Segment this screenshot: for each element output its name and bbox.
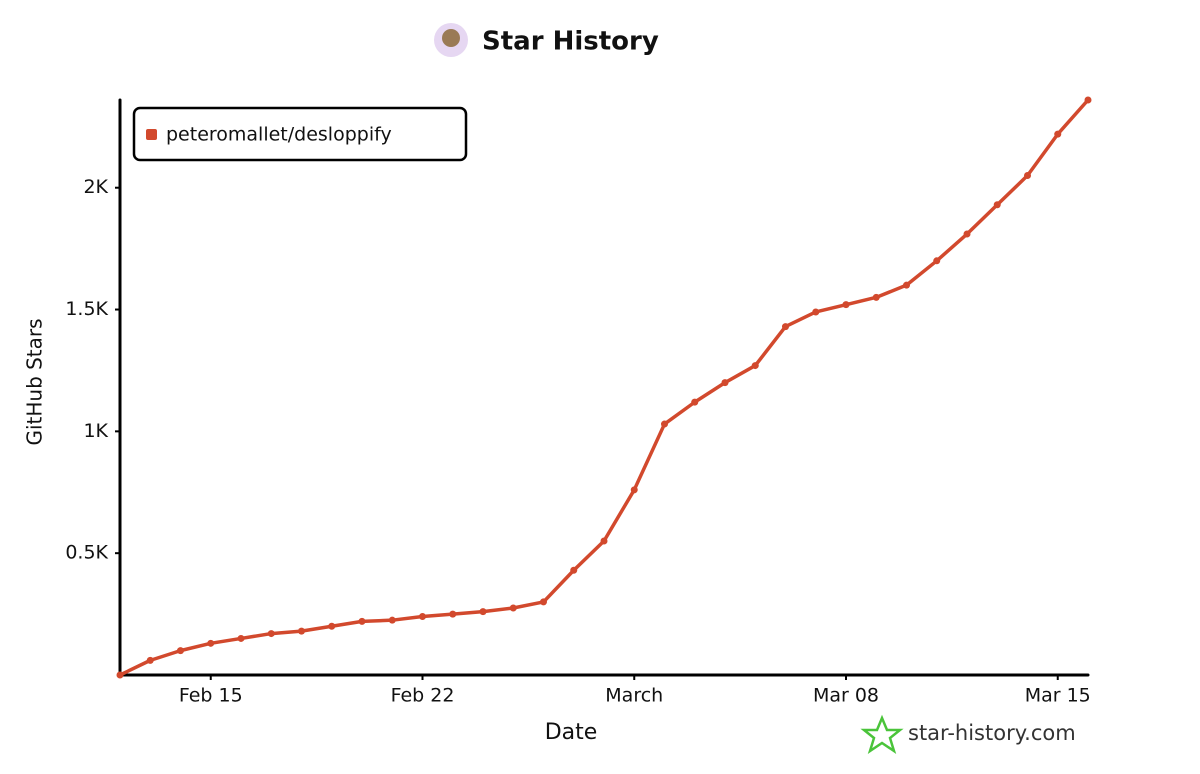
data-point (630, 486, 638, 494)
data-point (540, 598, 547, 606)
y-axis-label: GitHub Stars (23, 318, 47, 445)
avatar-face (442, 29, 460, 47)
data-point (751, 362, 759, 370)
x-tick-label: March (605, 685, 663, 707)
data-point (419, 613, 426, 621)
data-point (298, 627, 305, 635)
data-point (933, 257, 941, 265)
data-point (207, 639, 215, 647)
footer-text: star-history.com (908, 721, 1076, 745)
data-point (116, 671, 124, 679)
y-tick-label: 0.5K (65, 542, 108, 564)
legend-swatch (146, 129, 157, 140)
data-point (177, 647, 184, 655)
chart-title: Star History (482, 27, 659, 57)
data-point (1024, 172, 1031, 180)
data-point (570, 566, 578, 574)
data-point (600, 537, 608, 545)
data-point (963, 230, 971, 238)
data-point (237, 634, 245, 642)
data-point (872, 293, 880, 301)
data-point (509, 604, 517, 612)
data-point (782, 323, 789, 331)
x-tick-label: Feb 22 (391, 685, 455, 707)
x-axis-label: Date (545, 720, 598, 745)
data-point (661, 420, 668, 428)
legend-box (132, 106, 468, 162)
x-tick-label: Mar 15 (1025, 685, 1091, 707)
data-point (1084, 96, 1092, 104)
data-point (388, 616, 396, 624)
data-point (328, 622, 336, 630)
data-point (479, 608, 487, 616)
y-tick-label: 2K (83, 176, 108, 198)
data-point (903, 281, 910, 289)
y-tick-label: 1.5K (65, 298, 108, 320)
data-point (1054, 130, 1062, 138)
x-tick-label: Mar 08 (813, 685, 879, 707)
legend: peteromallet/desloppify (132, 106, 468, 162)
data-point (267, 630, 275, 638)
data-point (721, 379, 729, 387)
x-tick-label: Feb 15 (179, 685, 243, 707)
series-line (118, 98, 1090, 677)
data-point (691, 398, 699, 406)
data-point (812, 308, 820, 316)
plot-area: 0.5K 1K 1.5K 2K Feb 15 Feb 22 March Mar 08 Mar 1… (65, 96, 1092, 707)
data-point (449, 610, 457, 618)
y-tick-label: 1K (83, 420, 108, 442)
footer-logo (860, 714, 904, 754)
legend-label: peteromallet/desloppify (166, 124, 392, 146)
data-point (358, 617, 366, 625)
data-point (146, 656, 154, 664)
data-point (842, 301, 850, 309)
data-point (993, 201, 1001, 209)
